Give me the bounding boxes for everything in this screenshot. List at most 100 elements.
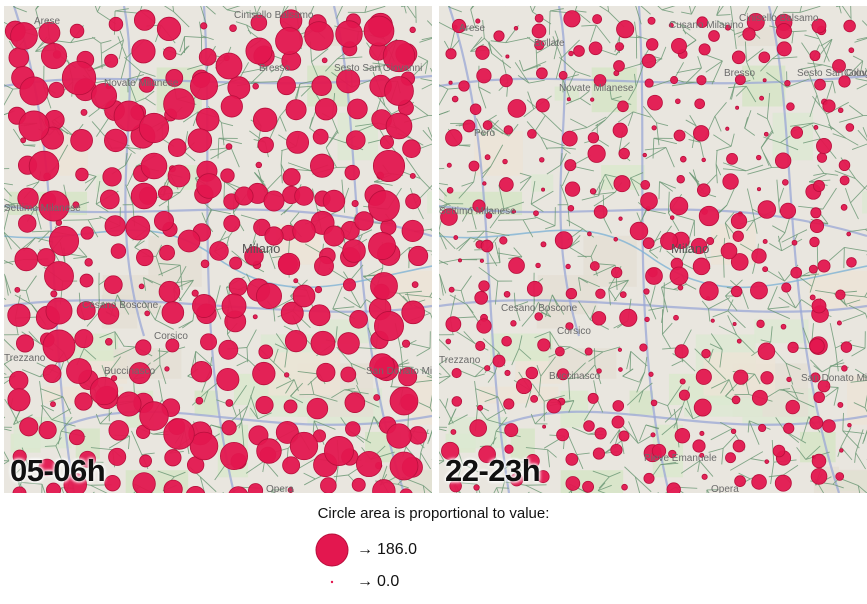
- place-label-san-donato-milanese: San Donato Milanese: [366, 366, 432, 377]
- data-circle: [841, 342, 852, 353]
- data-circle: [371, 273, 398, 300]
- data-circle: [446, 339, 451, 344]
- data-circle: [565, 160, 576, 171]
- data-circle: [810, 51, 820, 61]
- place-label-arese: Arese: [459, 23, 486, 34]
- data-circle: [222, 294, 246, 318]
- data-circle: [527, 129, 536, 138]
- data-circle: [105, 216, 125, 236]
- data-circle: [446, 317, 461, 332]
- data-circle: [723, 174, 739, 190]
- data-circle: [559, 71, 567, 79]
- data-circle: [534, 211, 539, 216]
- data-circle: [675, 428, 690, 443]
- data-circle: [459, 81, 470, 92]
- data-circle: [29, 151, 59, 181]
- data-circle: [645, 79, 653, 87]
- data-circle: [336, 21, 363, 48]
- land-patch: [825, 470, 867, 493]
- data-circle: [785, 80, 791, 86]
- data-circle: [284, 373, 289, 378]
- data-circle: [109, 421, 129, 441]
- data-circle: [295, 187, 314, 206]
- data-circle: [670, 267, 688, 285]
- data-circle: [733, 440, 745, 452]
- data-circle: [593, 15, 602, 24]
- data-circle: [679, 390, 689, 400]
- data-circle: [758, 424, 765, 431]
- data-circle: [390, 387, 418, 415]
- data-circle: [312, 76, 332, 96]
- data-circle: [164, 419, 195, 450]
- data-circle: [765, 460, 769, 464]
- data-circle: [50, 402, 55, 407]
- data-circle: [224, 215, 240, 231]
- data-circle: [694, 399, 711, 416]
- data-circle: [481, 240, 493, 252]
- data-circle: [726, 127, 729, 130]
- data-circle: [105, 475, 121, 491]
- data-circle: [595, 428, 606, 439]
- data-circle: [844, 20, 856, 32]
- data-circle: [246, 38, 272, 64]
- data-circle: [588, 145, 605, 162]
- data-circle: [696, 369, 711, 384]
- place-label-corsico: Corsico: [557, 326, 591, 337]
- data-circle: [373, 150, 404, 181]
- time-label-left: 05-06h: [10, 453, 105, 489]
- place-label-novate-milanese: Novate Milanese: [559, 83, 634, 94]
- data-circle: [813, 180, 824, 191]
- data-circle: [596, 289, 606, 299]
- data-circle: [190, 72, 217, 99]
- data-circle: [364, 16, 394, 46]
- data-circle: [590, 262, 599, 271]
- data-circle: [644, 473, 654, 483]
- data-circle: [117, 392, 141, 416]
- place-label-arese: Arese: [34, 16, 61, 27]
- data-circle: [105, 54, 118, 67]
- data-circle: [645, 317, 650, 322]
- legend-row-min: → 0.0: [313, 565, 399, 599]
- data-circle: [759, 52, 770, 63]
- data-circle: [402, 220, 423, 241]
- data-circle: [374, 311, 403, 340]
- data-circle: [163, 47, 176, 60]
- data-circle: [157, 17, 180, 40]
- data-circle: [588, 393, 598, 403]
- data-circle: [104, 129, 127, 152]
- data-circle: [823, 100, 835, 112]
- place-label-buccinasco: Buccinasco: [104, 366, 156, 377]
- place-label-pieve-emanuele: Pieve Emanuele: [644, 453, 717, 464]
- data-circle: [39, 421, 56, 438]
- data-circle: [293, 285, 315, 307]
- data-circle: [531, 395, 538, 402]
- data-circle: [41, 43, 66, 68]
- data-circle: [483, 182, 487, 186]
- data-circle: [838, 402, 843, 407]
- data-circle: [408, 246, 427, 265]
- data-circle: [286, 100, 306, 120]
- data-circle: [452, 396, 462, 406]
- data-circle: [840, 176, 849, 185]
- data-circle: [846, 124, 854, 132]
- data-circle: [502, 336, 512, 346]
- data-circle: [85, 259, 93, 267]
- data-circle: [643, 153, 647, 157]
- data-circle: [446, 49, 456, 59]
- data-circle: [763, 79, 766, 82]
- data-circle: [847, 232, 851, 236]
- data-circle: [158, 186, 172, 200]
- data-circle: [192, 294, 215, 317]
- data-circle: [695, 99, 705, 109]
- data-circle: [811, 468, 827, 484]
- data-circle: [44, 261, 73, 290]
- data-circle: [20, 77, 48, 105]
- data-circle: [452, 368, 461, 377]
- data-circle: [216, 53, 242, 79]
- data-circle: [16, 335, 33, 352]
- data-circle: [532, 24, 546, 38]
- data-circle: [103, 168, 121, 186]
- data-circle: [812, 454, 826, 468]
- data-circle: [178, 230, 200, 252]
